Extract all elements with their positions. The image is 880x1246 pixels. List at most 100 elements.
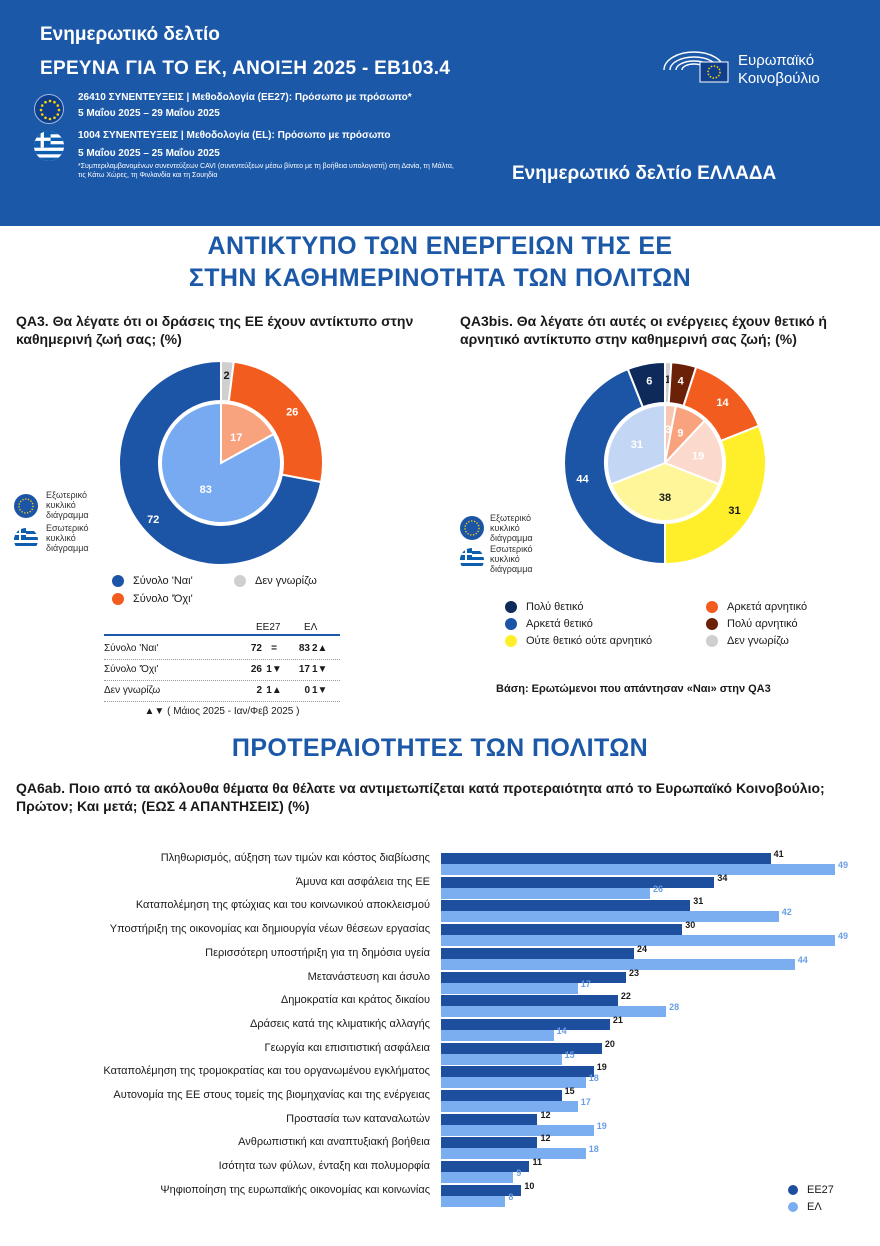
inner-very-positive-slice — [606, 403, 666, 486]
bar-category-label: Δράσεις κατά της κλιματικής αλλαγής — [250, 1017, 430, 1030]
bar-category-label: Προστασία των καταναλωτών — [286, 1112, 430, 1125]
bar-category-label: Πληθωρισμός, αύξηση των τιμών και κόστος… — [160, 852, 430, 864]
eu27-bar-value: 34 — [717, 872, 728, 883]
methodology-note: *Συμπεριλαμβανομένων συνεντεύξεων CAVI (… — [78, 163, 454, 179]
eu27-bar-value: 10 — [524, 1180, 535, 1191]
el-bar — [441, 1077, 586, 1089]
table-header: ΕΕ27 ΕΛ — [104, 620, 340, 636]
el-bar-value: 44 — [797, 954, 808, 965]
eu27-bar — [441, 995, 618, 1007]
table-footnote: ▲▼ ( Μάιος 2025 - Ιαν/Φεβ 2025 ) — [144, 706, 300, 717]
table-row: Σύνολο 'Ναι' 72 = 83 2▲ — [104, 643, 328, 654]
eu27-bar — [441, 947, 634, 959]
eu27-bar — [441, 971, 626, 983]
legend-very-positive: Πολύ θετικό — [505, 601, 583, 613]
greece-flag-icon — [34, 131, 64, 161]
bar-category-label: Περισσότερη υποστήριξη για τη δημόσια υγ… — [205, 946, 430, 959]
bar-category-label: Καταπολέμηση της τρομοκρατίας και του ορ… — [103, 1065, 430, 1078]
eu27-bar-value: 19 — [596, 1062, 607, 1073]
gr-dates-line: 5 Μαΐου 2025 – 25 Μαΐου 2025 — [78, 148, 220, 159]
section2-title: ΠΡΟΤΕΡΑΙΟΤΗΤΕΣ ΤΩΝ ΠΟΛΙΤΩΝ — [231, 734, 649, 762]
inner-very-negative-value-label: 3 — [665, 424, 671, 436]
gr-interviews-line: 1004 ΣΥΝΕΝΤΕΥΞΕΙΣ | Μεθοδολογία (ΕL): Πρ… — [78, 130, 391, 141]
el-bar — [441, 1172, 514, 1184]
outer-total-yes-value-label: 72 — [147, 514, 159, 526]
outer-ring-eu-icon-2 — [460, 516, 484, 540]
country-bulletin-title: Ενημερωτικό δελτίο ΕΛΛΑΔΑ — [512, 163, 777, 184]
outer-total-yes-slice — [118, 359, 323, 566]
inner-ring-legend-label: Εσωτερικό κυκλικό διάγραμμα — [46, 523, 89, 553]
el-bar — [441, 982, 578, 994]
qa3-question: QA3. Θα λέγατε ότι οι δράσεις της ΕΕ έχο… — [16, 313, 414, 347]
qa6ab-bar-chart: Πληθωρισμός, αύξηση των τιμών και κόστος… — [0, 840, 880, 1220]
el-bar-value: 9 — [516, 1168, 522, 1179]
bar-category-label: Δημοκρατία και κράτος δικαίου — [280, 994, 430, 1007]
eu27-bar — [441, 1066, 594, 1078]
legend-fairly-positive: Αρκετά θετικό — [505, 618, 593, 630]
inner-total-no-slice — [220, 401, 275, 465]
eu27-bar — [441, 876, 715, 888]
eu27-bar-value: 12 — [540, 1133, 551, 1144]
outer-neutral-slice — [664, 424, 767, 566]
eu27-bar — [441, 1137, 538, 1149]
bar-category-label: Ανθρωπιστική και αναπτυξιακή βοήθεια — [238, 1136, 430, 1149]
outer-very-negative-value-label: 4 — [678, 375, 685, 387]
outer-very-positive-value-label: 6 — [646, 375, 652, 387]
legend-dont-know: Δεν γνωρίζω — [234, 575, 317, 587]
header-survey-title: ΕΡΕΥΝΑ ΓΙΑ ΤΟ ΕΚ, ΑΝΟΙΞΗ 2025 - EB103.4 — [40, 58, 451, 79]
eu27-bar-value: 15 — [564, 1086, 575, 1096]
legend-total-yes: Σύνολο 'Ναι' — [112, 575, 193, 587]
legend-dont-know-2: Δεν γνωρίζω — [706, 635, 789, 647]
inner-ring-legend-label-2: Εσωτερικό κυκλικό διάγραμμα — [490, 544, 533, 574]
el-bar-value: 26 — [653, 883, 664, 894]
bar-category-label: Καταπολέμηση της φτώχιας και του κοινωνι… — [135, 899, 430, 912]
el-bar — [441, 1029, 554, 1041]
european-parliament-logo-icon — [660, 46, 730, 86]
el-bar-value: 18 — [588, 1144, 599, 1155]
eu-dates-line: 5 Μαΐου 2025 – 29 Μαΐου 2025 — [78, 108, 220, 119]
el-bar-value: 8 — [508, 1191, 514, 1202]
eu27-bar-value: 41 — [773, 849, 784, 859]
el-bar — [441, 958, 795, 970]
legend-total-no: Σύνολο 'Όχι' — [112, 593, 193, 605]
bar-category-label: Άμυνα και ασφάλεια της ΕΕ — [295, 875, 430, 888]
eu27-bar-value: 31 — [693, 896, 704, 907]
el-bar — [441, 1053, 562, 1065]
el-bar — [441, 1195, 506, 1207]
el-bar-value: 17 — [580, 1097, 591, 1107]
el-bar — [441, 1124, 594, 1136]
el-bar-value: 14 — [556, 1025, 567, 1036]
header-title: Ενημερωτικό δελτίο — [40, 24, 220, 45]
eu27-bar — [441, 1113, 538, 1125]
el-bar-value: 17 — [580, 978, 591, 989]
section1-title-line1: ΑΝΤΙΚΤΥΠΟ ΤΩΝ ΕΝΕΡΓΕΙΩΝ ΤΗΣ ΕΕ — [207, 232, 673, 260]
eu27-bar-value: 24 — [636, 943, 647, 954]
outer-fairly-positive-value-label: 44 — [576, 474, 589, 486]
european-parliament-logo-text: Ευρωπαϊκό Κοινοβούλιο — [738, 52, 820, 87]
inner-fairly-negative-value-label: 9 — [677, 428, 683, 440]
eu27-bar-value: 12 — [540, 1109, 551, 1120]
outer-very-positive-slice — [626, 360, 666, 409]
outer-fairly-positive-slice — [563, 367, 666, 566]
qa6ab-question: QA6ab. Ποιο από τα ακόλουθα θέματα θα θέ… — [16, 780, 825, 814]
eu27-bar — [441, 853, 771, 864]
outer-fairly-negative-value-label: 14 — [716, 397, 729, 409]
outer-total-no-value-label: 26 — [286, 406, 298, 418]
eu27-bar-value: 30 — [685, 920, 696, 931]
el-bar — [441, 911, 779, 923]
legend-eu27: ΕΕ27 — [788, 1184, 834, 1196]
outer-neutral-value-label: 31 — [728, 505, 740, 517]
qa3bis-pie-chart: 1 4 14 31 44 6 3 9 19 38 31 — [563, 360, 767, 566]
el-bar-value: 19 — [596, 1120, 607, 1131]
el-bar-value: 18 — [588, 1073, 599, 1084]
eu-flag-icon — [34, 94, 64, 124]
header-banner: Ενημερωτικό δελτίο ΕΡΕΥΝΑ ΓΙΑ ΤΟ ΕΚ, ΑΝΟ… — [0, 0, 880, 226]
inner-total-yes-slice — [160, 401, 282, 524]
eu27-bar — [441, 1161, 530, 1173]
el-bar-value: 49 — [838, 860, 849, 870]
inner-ring-greece-icon — [14, 528, 38, 552]
el-bar-value: 42 — [781, 907, 792, 918]
eu27-bar-value: 22 — [620, 991, 631, 1002]
table-row: Δεν γνωρίζω 2 1▲ 0 1▼ — [104, 685, 328, 696]
outer-ring-eu-icon — [14, 494, 38, 518]
